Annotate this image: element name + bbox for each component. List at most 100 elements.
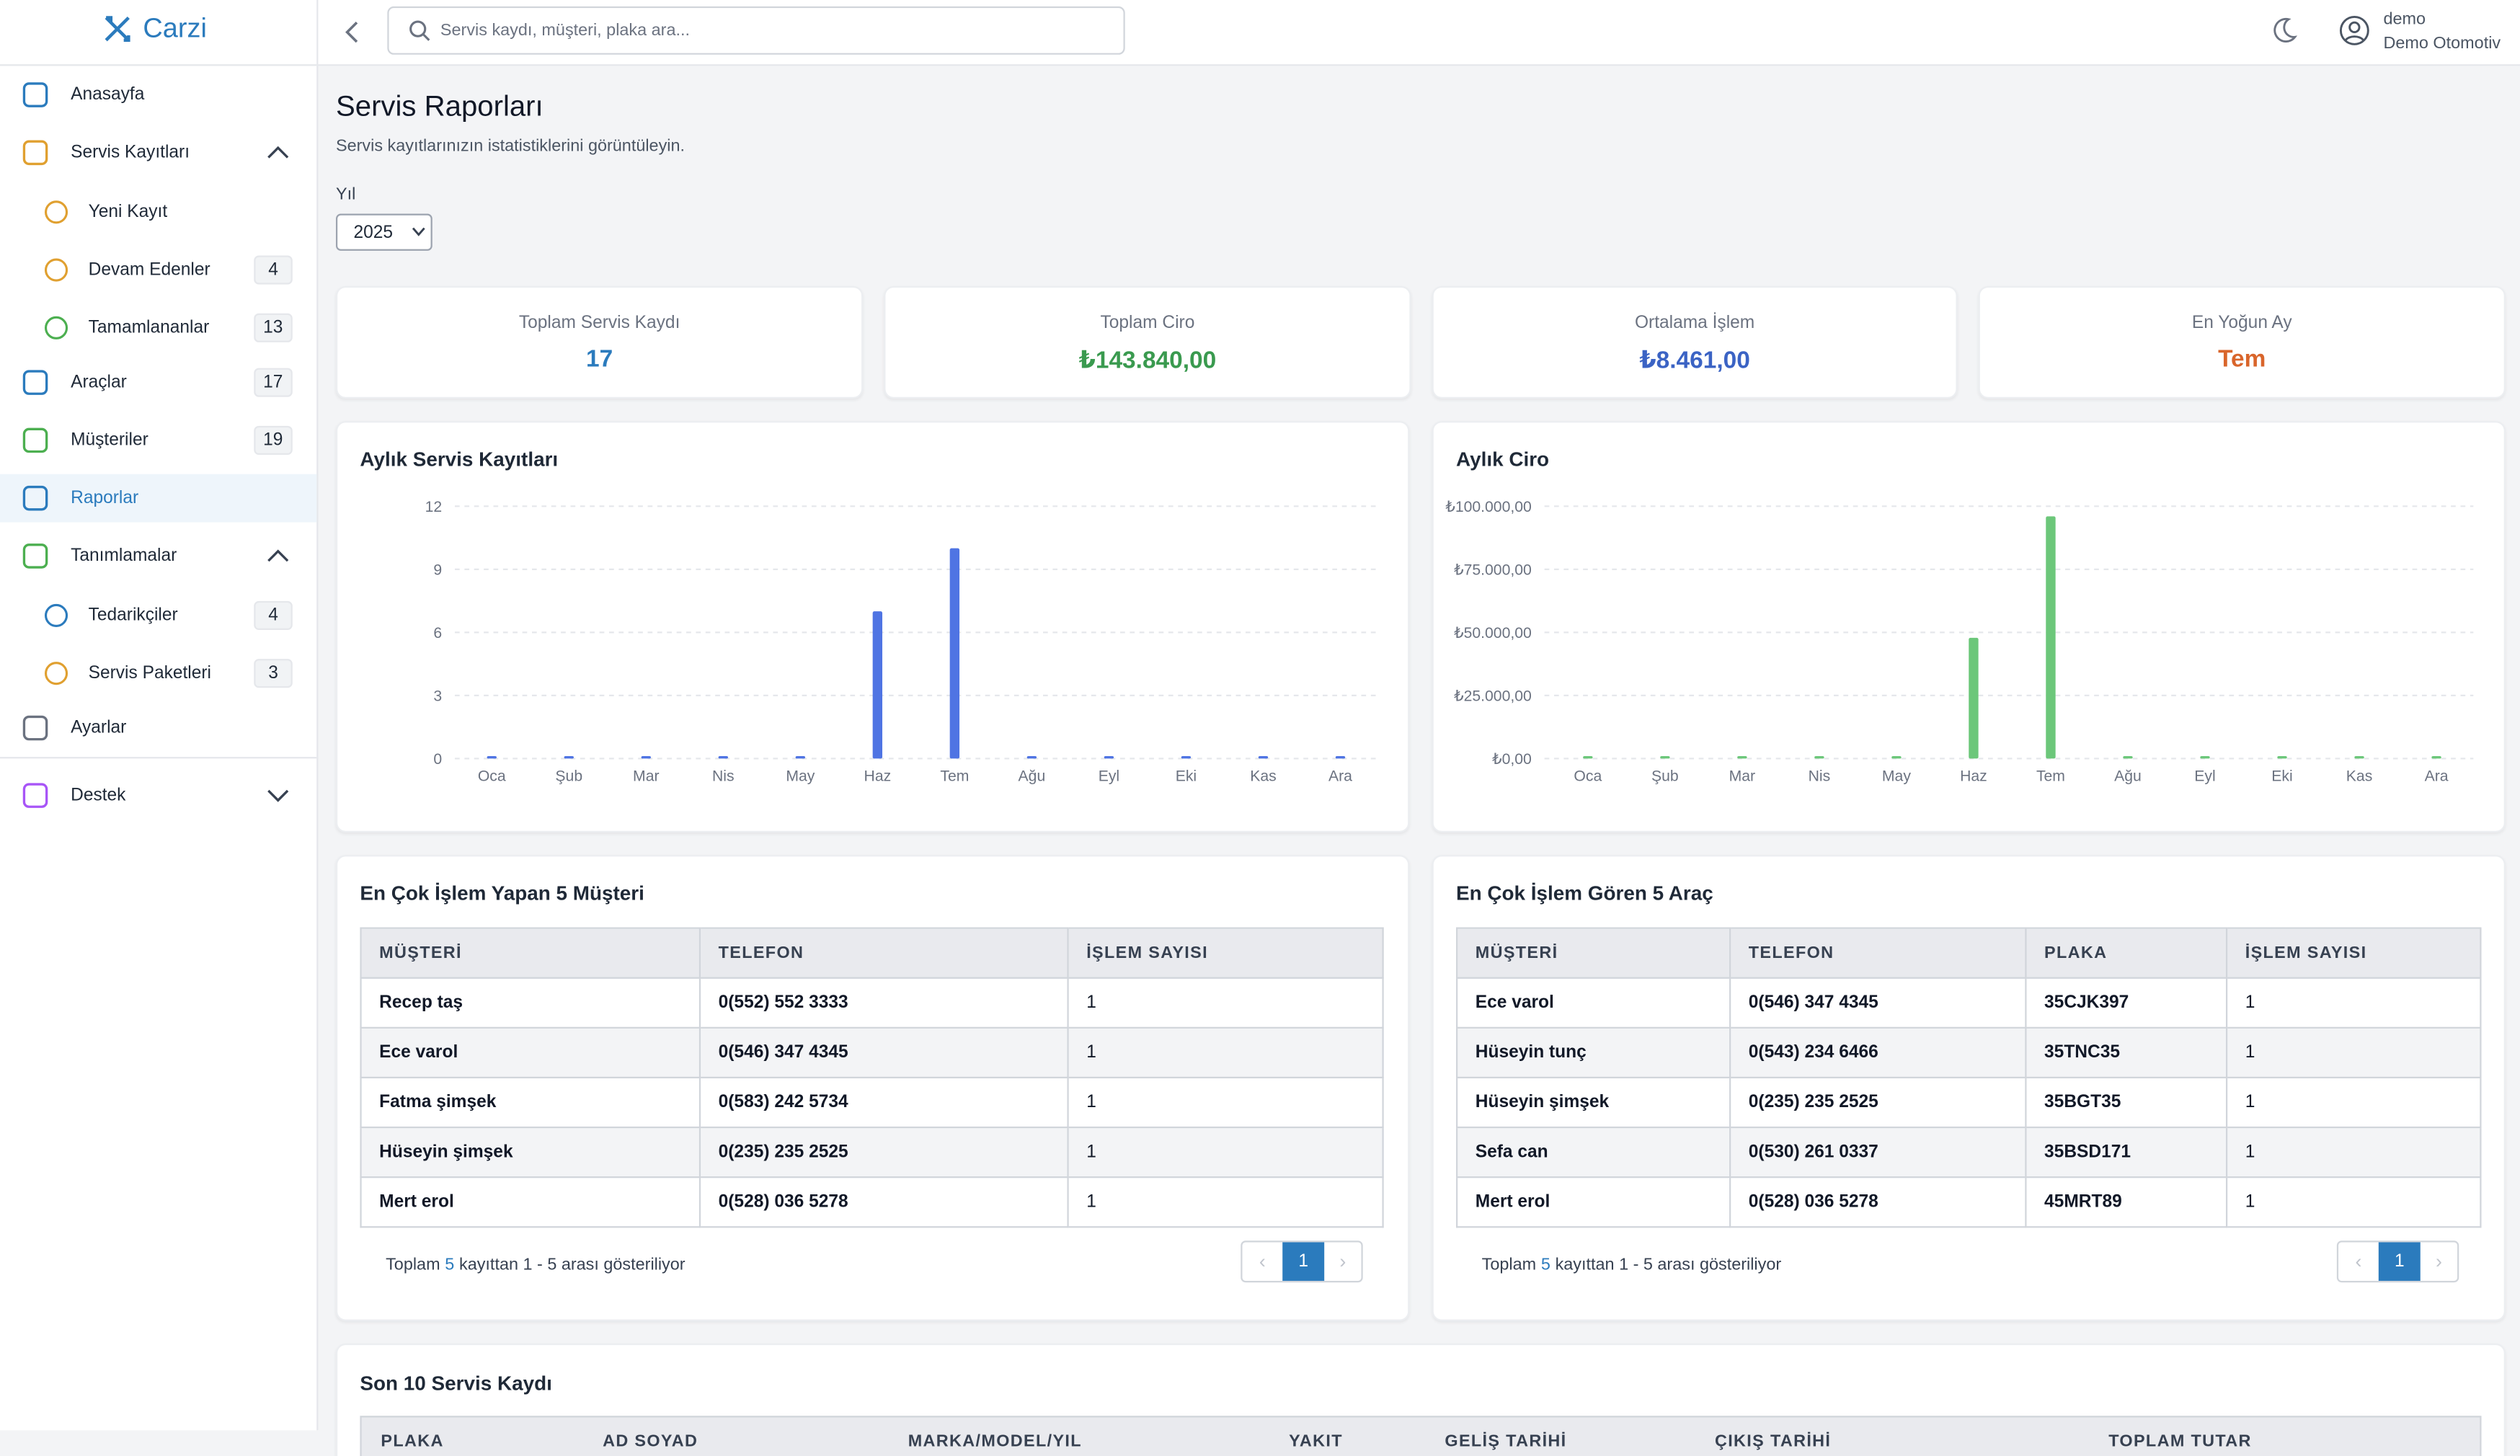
nav-item[interactable]: Ayarlar	[0, 704, 316, 753]
nav-item[interactable]: Servis Paketleri 3	[0, 649, 316, 698]
recent-header: PLAKA AD SOYAD MARKA/MODEL/YIL YAKIT GELİŞ T…	[360, 1416, 2482, 1456]
nav-item[interactable]: Servis Kayıtları	[0, 128, 316, 177]
year-label: Yıl	[335, 185, 356, 205]
nav-label: Araçlar	[71, 373, 127, 393]
y-tick-label: 3	[433, 688, 442, 705]
prev-page[interactable]: ‹	[1259, 1250, 1266, 1273]
nav-icon	[22, 140, 48, 166]
chart-card: Aylık Ciro ₺0,00 ₺25.000,00 ₺50.000,00 ₺75.0…	[1432, 421, 2506, 833]
table-row: Mert erol 0(528) 036 5278 45MRT89 1	[1456, 1176, 2482, 1228]
nav-item[interactable]: Devam Edenler 4	[0, 246, 316, 294]
search-placeholder: Servis kaydı, müşteri, plaka ara...	[440, 20, 691, 40]
table-cell: 0(543) 234 6466	[1729, 1026, 2027, 1079]
stat-value: ₺8.461,00	[1639, 347, 1750, 375]
search-box[interactable]: Servis kaydı, müşteri, plaka ara...	[387, 6, 1125, 55]
table-footer: Toplam 5 kayıttan 1 - 5 arası gösteriliyor	[386, 1255, 686, 1274]
nav-item[interactable]: Tamamlananlar 13	[0, 303, 316, 352]
table-row: Recep taş 0(552) 552 3333 1	[360, 977, 1384, 1029]
theme-toggle[interactable]	[2269, 16, 2298, 45]
footer-prefix: Toplam	[386, 1255, 440, 1275]
x-tick-label: Tem	[2036, 768, 2065, 785]
stat-card: Toplam Ciro ₺143.840,00	[884, 285, 1411, 399]
table-cell: 0(546) 347 4345	[1729, 977, 2027, 1029]
column-header: AD SOYAD	[603, 1431, 698, 1452]
table-cell: Mert erol	[360, 1176, 701, 1228]
table-row: Sefa can 0(530) 261 0337 35BSD171 1	[1456, 1126, 2482, 1178]
current-page[interactable]: 1	[2378, 1242, 2421, 1281]
recent-title: Son 10 Servis Kaydı	[360, 1372, 552, 1395]
next-page[interactable]: ›	[1339, 1250, 1346, 1273]
table-cell: 0(528) 036 5278	[1729, 1176, 2027, 1228]
table-cell: 0(552) 552 3333	[698, 977, 1069, 1029]
x-tick-label: Nis	[1809, 768, 1831, 785]
nav-badge: 4	[254, 600, 293, 630]
y-tick-label: 9	[433, 562, 442, 579]
prev-page[interactable]: ‹	[2355, 1250, 2362, 1273]
nav-item[interactable]: Anasayfa	[0, 71, 316, 119]
stat-value: ₺143.840,00	[1078, 347, 1217, 375]
nav-item[interactable]: Tanımlamalar	[0, 532, 316, 580]
table-cell: 1	[1067, 1126, 1384, 1178]
nav-item[interactable]: Müşteriler 19	[0, 416, 316, 464]
column-header: MARKA/MODEL/YIL	[908, 1431, 1082, 1452]
icon-shape	[22, 140, 48, 166]
table-cell: 0(528) 036 5278	[698, 1176, 1069, 1228]
chevron	[267, 549, 289, 562]
x-tick-label: Kas	[1250, 768, 1276, 785]
logo[interactable]: Carzi	[101, 13, 207, 45]
table-cell: Hüseyin tunç	[1456, 1026, 1731, 1079]
topbar: Servis kaydı, müşteri, plaka ara... demo…	[318, 0, 2520, 66]
nav-chevron[interactable]	[267, 548, 289, 564]
table-cell: 0(546) 347 4345	[698, 1026, 1069, 1079]
column-header: ÇIKIŞ TARİHİ	[1714, 1431, 1832, 1452]
table-cell: 1	[2225, 1026, 2482, 1079]
nav-item[interactable]: Tedarikçiler 4	[0, 591, 316, 639]
nav-item[interactable]: Yeni Kayıt	[0, 188, 316, 236]
y-tick-label: 12	[425, 499, 443, 515]
x-tick-label: Ağu	[2114, 768, 2142, 785]
x-tick-label: Şub	[1651, 768, 1679, 785]
nav-item[interactable]: Araçlar 17	[0, 358, 316, 407]
table-cell: 0(235) 235 2525	[698, 1126, 1069, 1178]
bar	[2277, 756, 2287, 759]
bar	[1026, 756, 1037, 759]
x-tick-label: Oca	[1574, 768, 1602, 785]
year-select[interactable]: 2025	[335, 213, 432, 251]
bar	[2354, 756, 2364, 759]
table-cell: 0(583) 242 5734	[698, 1076, 1069, 1129]
nav-label: Servis Paketleri	[88, 663, 212, 683]
nav-icon	[44, 258, 68, 282]
chart-title: Aylık Ciro	[1456, 448, 1550, 471]
table-row: Hüseyin şimşek 0(235) 235 2525 35BGT35 1	[1456, 1076, 2482, 1129]
bar	[1737, 756, 1747, 759]
table-cell: 1	[2225, 1126, 2482, 1178]
table-cell: 35CJK397	[2025, 977, 2228, 1029]
stat-value: Tem	[2218, 345, 2266, 373]
chart: 0 3 6 9 12 Oca Şub Mar Nis May Haz Tem Ağu Eyl Eki Kas A…	[425, 499, 1381, 785]
x-tick-label: Ara	[2425, 768, 2449, 785]
next-page[interactable]: ›	[2435, 1250, 2442, 1273]
column-header: YAKIT	[1289, 1431, 1343, 1452]
column-header: MÜŞTERİ	[1456, 927, 1731, 979]
user-icon[interactable]	[2338, 14, 2371, 47]
table-cell: 35BSD171	[2025, 1126, 2228, 1178]
column-header: TOPLAM TUTAR	[2108, 1431, 2252, 1452]
nav-icon	[22, 715, 48, 741]
icon-shape	[22, 82, 48, 107]
chart-card: Aylık Servis Kayıtları 0 3 6 9 12 Oca Şub Mar Nis…	[335, 421, 1410, 833]
back-button[interactable]	[341, 19, 363, 45]
nav-item[interactable]: Raporlar	[0, 474, 317, 523]
nav-chevron[interactable]	[267, 145, 289, 161]
nav-item[interactable]: Destek	[0, 771, 316, 820]
y-tick-label: ₺50.000,00	[1454, 625, 1532, 642]
footer-count: 5	[445, 1255, 455, 1275]
nav-chevron[interactable]	[267, 787, 289, 803]
nav-label: Tanımlamalar	[71, 546, 177, 566]
column-header: PLAKA	[381, 1431, 444, 1452]
table-cell: 45MRT89	[2025, 1176, 2228, 1228]
nav-label: Tamamlananlar	[88, 318, 210, 338]
year-value: 2025	[353, 223, 394, 243]
current-page[interactable]: 1	[1282, 1242, 1325, 1281]
table-row: Fatma şimşek 0(583) 242 5734 1	[360, 1076, 1384, 1129]
page-subtitle: Servis kayıtlarınızın istatistiklerini g…	[335, 136, 686, 156]
